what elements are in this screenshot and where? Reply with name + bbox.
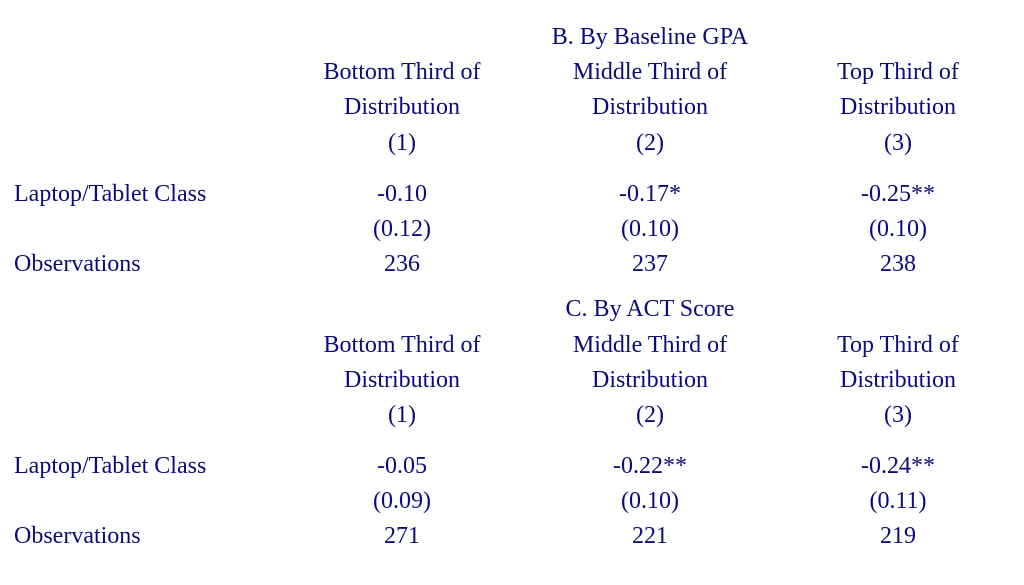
col-number: (2)	[526, 126, 774, 161]
col-header: Bottom Third of	[278, 328, 526, 363]
col-header: Distribution	[774, 90, 1022, 125]
table-cell: (0.10)	[526, 484, 774, 519]
row-label-effect: Laptop/Tablet Class	[10, 177, 278, 212]
col-header: Middle Third of	[526, 328, 774, 363]
table-cell: (0.11)	[774, 484, 1022, 519]
table-cell: 219	[774, 519, 1022, 554]
table-cell: (0.09)	[278, 484, 526, 519]
panel-b: B. By Baseline GPA Bottom Third of Middl…	[10, 20, 1014, 282]
row-label-obs: Observations	[10, 247, 278, 282]
table-cell: 271	[278, 519, 526, 554]
table-cell: -0.17*	[526, 177, 774, 212]
col-header: Distribution	[278, 90, 526, 125]
row-label-obs: Observations	[10, 519, 278, 554]
table-cell: (0.10)	[774, 212, 1022, 247]
table-cell: -0.05	[278, 449, 526, 484]
table-cell: -0.10	[278, 177, 526, 212]
col-number: (3)	[774, 398, 1022, 433]
col-header: Distribution	[774, 363, 1022, 398]
panel-b-title: B. By Baseline GPA	[526, 20, 774, 55]
panel-c: C. By ACT Score Bottom Third of Middle T…	[10, 292, 1014, 554]
table-cell: 237	[526, 247, 774, 282]
table-cell: (0.10)	[526, 212, 774, 247]
col-header: Middle Third of	[526, 55, 774, 90]
col-header: Bottom Third of	[278, 55, 526, 90]
table-cell: (0.12)	[278, 212, 526, 247]
table-cell: -0.22**	[526, 449, 774, 484]
table-cell: 238	[774, 247, 1022, 282]
col-number: (3)	[774, 126, 1022, 161]
table-cell: -0.25**	[774, 177, 1022, 212]
col-header: Distribution	[278, 363, 526, 398]
table-cell: 236	[278, 247, 526, 282]
table-panel-b: B. By Baseline GPA Bottom Third of Middl…	[10, 20, 1022, 282]
col-header: Distribution	[526, 90, 774, 125]
col-header: Top Third of	[774, 55, 1022, 90]
col-header: Top Third of	[774, 328, 1022, 363]
col-number: (2)	[526, 398, 774, 433]
panel-c-title: C. By ACT Score	[526, 292, 774, 327]
row-label-effect: Laptop/Tablet Class	[10, 449, 278, 484]
table-cell: 221	[526, 519, 774, 554]
table-cell: -0.24**	[774, 449, 1022, 484]
col-number: (1)	[278, 398, 526, 433]
table-panel-c: C. By ACT Score Bottom Third of Middle T…	[10, 292, 1022, 554]
col-number: (1)	[278, 126, 526, 161]
col-header: Distribution	[526, 363, 774, 398]
